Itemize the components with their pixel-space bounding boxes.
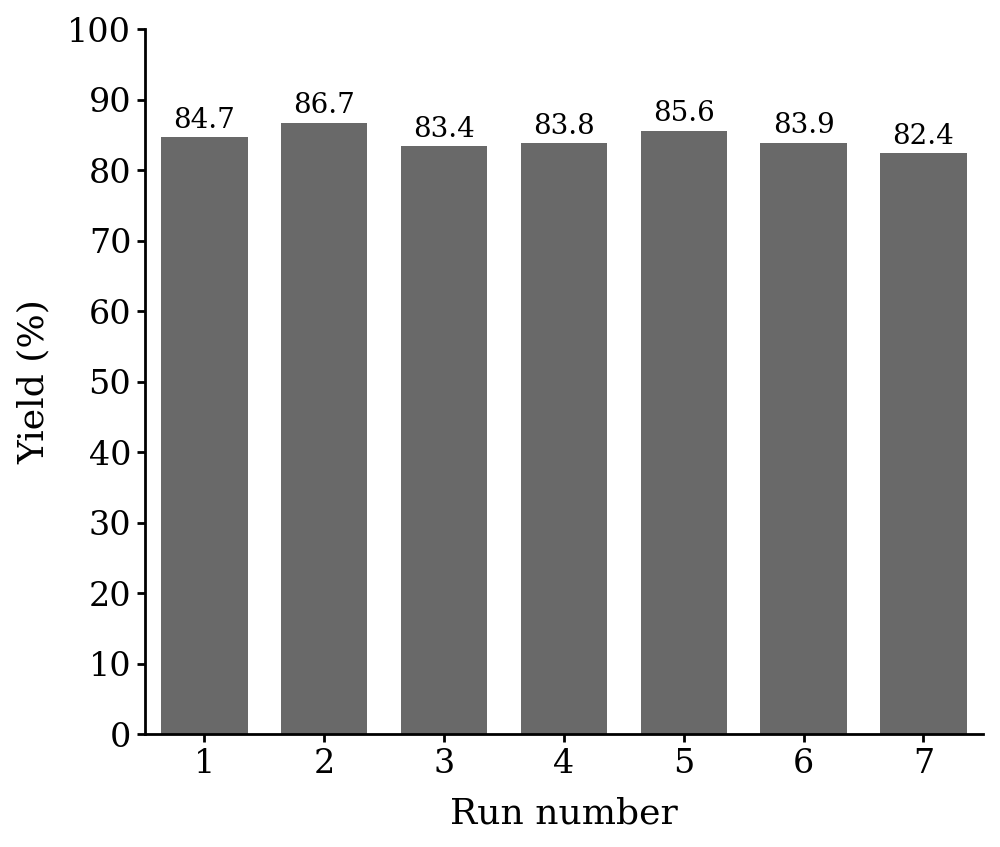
Bar bbox=[281, 123, 367, 734]
Text: 83.8: 83.8 bbox=[533, 113, 595, 140]
X-axis label: Run number: Run number bbox=[450, 796, 678, 830]
Bar bbox=[401, 147, 487, 734]
Bar bbox=[880, 153, 967, 734]
Text: 83.4: 83.4 bbox=[413, 116, 475, 143]
Bar bbox=[521, 143, 607, 734]
Text: 86.7: 86.7 bbox=[293, 92, 355, 119]
Bar bbox=[641, 130, 727, 734]
Text: 84.7: 84.7 bbox=[174, 107, 235, 134]
Bar bbox=[760, 143, 847, 734]
Text: 82.4: 82.4 bbox=[893, 123, 954, 150]
Bar bbox=[161, 137, 248, 734]
Text: 83.9: 83.9 bbox=[773, 112, 834, 139]
Y-axis label: Yield (%): Yield (%) bbox=[17, 299, 51, 464]
Text: 85.6: 85.6 bbox=[653, 100, 715, 127]
